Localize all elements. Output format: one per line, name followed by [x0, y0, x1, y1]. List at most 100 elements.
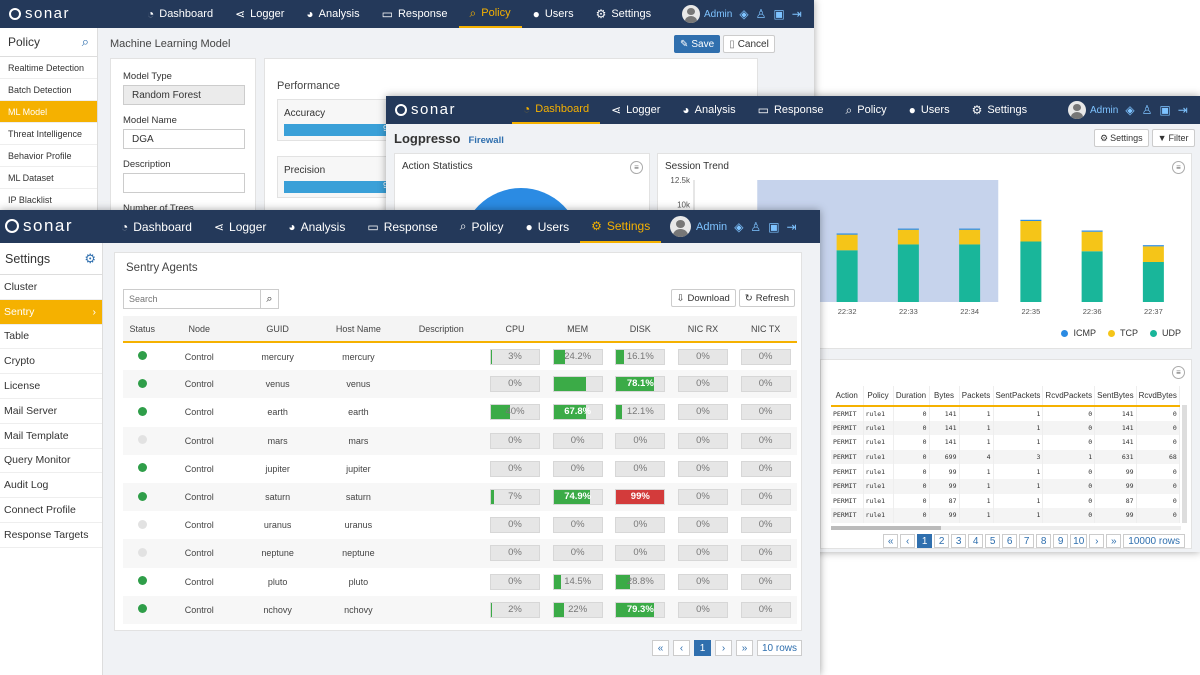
panel-menu-icon[interactable]: ≡	[1172, 161, 1185, 174]
table-row[interactable]: Control earth earth 40% 67.8% 12.1% 0% 0%	[123, 398, 797, 427]
table-row[interactable]: PERMIT rule1 0 699 4 3 1 631 68	[831, 449, 1180, 465]
sidebar-item-mail-template[interactable]: Mail Template	[0, 424, 102, 449]
bar-icmp[interactable]	[836, 233, 858, 235]
bar-icmp[interactable]	[1142, 245, 1164, 247]
first-page-button[interactable]: «	[883, 534, 899, 548]
download-button[interactable]: ⇩ Download	[670, 289, 736, 307]
bar-icmp[interactable]	[897, 228, 919, 230]
column-header[interactable]: Description	[418, 323, 464, 334]
page-button[interactable]: 7	[1019, 534, 1035, 548]
nav-dashboard[interactable]: ◔ Dashboard	[136, 0, 224, 28]
lock-icon[interactable]: ▣	[1159, 103, 1171, 117]
first-page-button[interactable]: «	[651, 640, 669, 656]
page-button[interactable]: 1	[917, 534, 933, 548]
table-row[interactable]: Control saturn saturn 7% 74.9% 99% 0% 0%	[123, 482, 797, 512]
nav-users[interactable]: ● Users	[514, 210, 580, 243]
column-header[interactable]: DISK	[629, 323, 651, 334]
bar-tcp[interactable]	[1020, 220, 1042, 242]
nav-analysis[interactable]: ◕ Analysis	[295, 0, 370, 28]
sidebar-item-threat-intelligence[interactable]: Threat Intelligence	[0, 123, 97, 145]
dashboard-subtitle[interactable]: Firewall	[468, 135, 504, 146]
tag-icon[interactable]: ◈	[739, 7, 749, 21]
nav-logger[interactable]: ⋖ Logger	[224, 0, 295, 28]
table-row[interactable]: Control pluto pluto 0% 14.5% 28.8% 0% 0%	[123, 567, 797, 596]
nav-policy[interactable]: ⌕ Policy	[449, 210, 515, 243]
sidebar-item-license[interactable]: License	[0, 374, 102, 399]
description-field[interactable]	[123, 173, 245, 193]
column-header[interactable]: RcvdPackets	[1042, 386, 1096, 406]
nav-response[interactable]: ▭ Response	[356, 210, 448, 243]
column-header[interactable]: Duration	[893, 386, 930, 406]
bar-icmp[interactable]	[1081, 230, 1103, 232]
scroll-thumb[interactable]	[831, 526, 941, 530]
sidebar-item-response-targets[interactable]: Response Targets	[0, 523, 102, 548]
bar-udp[interactable]	[1142, 261, 1164, 302]
table-row[interactable]: Control uranus uranus 0% 0% 0% 0% 0%	[123, 511, 797, 540]
search-icon[interactable]: ⌕	[81, 34, 89, 49]
user-icon[interactable]: ♙	[1141, 103, 1153, 117]
prev-page-button[interactable]: ‹	[672, 640, 690, 656]
bar-udp[interactable]	[836, 250, 858, 302]
nav-settings[interactable]: ⚙ Settings	[961, 96, 1039, 124]
sidebar-item-ml-dataset[interactable]: ML Dataset	[0, 167, 97, 189]
sidebar-item-crypto[interactable]: Crypto	[0, 349, 102, 375]
avatar[interactable]	[1068, 101, 1086, 119]
column-header[interactable]: SentBytes	[1094, 386, 1137, 406]
column-header[interactable]: Policy	[863, 386, 894, 406]
last-page-button[interactable]: »	[1106, 534, 1122, 548]
sidebar-item-batch-detection[interactable]: Batch Detection	[0, 79, 97, 101]
user-icon[interactable]: ♙	[755, 7, 767, 21]
bar-tcp[interactable]	[1081, 231, 1103, 252]
panel-menu-icon[interactable]: ≡	[630, 161, 643, 174]
bar-icmp[interactable]	[959, 228, 981, 230]
column-header[interactable]: SentPackets	[993, 386, 1044, 406]
admin-link[interactable]: Admin	[696, 220, 728, 233]
page-button[interactable]: 1	[693, 640, 711, 656]
logout-icon[interactable]: ⇥	[791, 7, 802, 21]
admin-link[interactable]: Admin	[1090, 104, 1119, 116]
admin-link[interactable]: Admin	[704, 8, 733, 20]
nav-logger[interactable]: ⋖ Logger	[203, 210, 277, 243]
column-header[interactable]: Packets	[959, 386, 994, 406]
bar-udp[interactable]	[1020, 241, 1042, 302]
sidebar-item-audit-log[interactable]: Audit Log	[0, 473, 102, 499]
bar-icmp[interactable]	[1020, 219, 1042, 221]
page-button[interactable]: 5	[985, 534, 1001, 548]
page-button[interactable]: 10	[1070, 534, 1088, 548]
lock-icon[interactable]: ▣	[773, 7, 785, 21]
bar-tcp[interactable]	[1142, 246, 1164, 262]
column-header[interactable]: GUID	[266, 323, 289, 334]
legend-item[interactable]: TCP	[1107, 328, 1138, 338]
column-header[interactable]: RcvdBytes	[1136, 386, 1180, 406]
logout-icon[interactable]: ⇥	[1177, 103, 1188, 117]
sidebar-item-table[interactable]: Table	[0, 325, 102, 350]
column-header[interactable]: MEM	[567, 323, 589, 334]
tag-icon[interactable]: ◈	[1125, 103, 1135, 117]
refresh-button[interactable]: ↻ Refresh	[738, 289, 795, 307]
legend-item[interactable]: ICMP	[1061, 328, 1096, 338]
bar-tcp[interactable]	[959, 229, 981, 245]
bar-tcp[interactable]	[897, 229, 919, 245]
table-row[interactable]: Control jupiter jupiter 0% 0% 0% 0% 0%	[123, 454, 797, 483]
bar-udp[interactable]	[959, 244, 981, 302]
table-row[interactable]: Control neptune neptune 0% 0% 0% 0% 0%	[123, 539, 797, 568]
table-row[interactable]: PERMIT rule1 0 141 1 1 0 141 0	[831, 420, 1180, 436]
table-row[interactable]: PERMIT rule1 0 99 1 1 0 99 0	[831, 478, 1180, 494]
sidebar-item-sentry[interactable]: Sentry ›	[0, 299, 102, 325]
table-row[interactable]: PERMIT rule1 0 141 1 1 0 141 0	[831, 435, 1180, 450]
nav-policy[interactable]: ⌕ Policy	[835, 96, 898, 124]
cancel-button[interactable]: ▯ Cancel	[723, 35, 775, 53]
model-name-field[interactable]: DGA	[123, 129, 245, 149]
column-header[interactable]: Bytes	[929, 386, 960, 406]
column-header[interactable]: Host Name	[335, 323, 381, 334]
next-page-button[interactable]: ›	[1089, 534, 1105, 548]
page-button[interactable]: 4	[968, 534, 984, 548]
sidebar-item-behavior-profile[interactable]: Behavior Profile	[0, 145, 97, 167]
column-header[interactable]: Action	[831, 386, 864, 406]
column-header[interactable]: CPU	[505, 323, 525, 334]
user-icon[interactable]: ♙	[750, 219, 762, 234]
gear-icon[interactable]: ⚙	[84, 250, 96, 266]
search-button[interactable]: ⌕	[261, 289, 279, 309]
page-button[interactable]: 8	[1036, 534, 1052, 548]
log-vscrollbar[interactable]	[1182, 405, 1187, 523]
